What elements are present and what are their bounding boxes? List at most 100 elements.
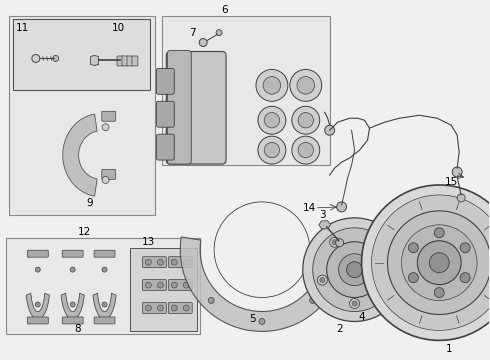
Circle shape [146,259,151,265]
Polygon shape [63,114,97,196]
Circle shape [346,262,363,278]
FancyBboxPatch shape [156,134,174,160]
Circle shape [429,253,449,273]
Circle shape [298,143,314,158]
Circle shape [313,228,396,311]
FancyBboxPatch shape [117,56,123,66]
Circle shape [325,125,335,135]
Bar [130,248,197,332]
FancyBboxPatch shape [168,257,192,268]
Circle shape [417,241,461,285]
Circle shape [310,297,316,303]
Circle shape [292,136,319,164]
Text: 15: 15 [444,177,458,187]
Circle shape [70,302,75,307]
FancyBboxPatch shape [143,257,166,268]
Circle shape [157,305,163,311]
FancyBboxPatch shape [156,68,174,94]
Text: 2: 2 [336,324,343,334]
Circle shape [330,237,340,247]
Circle shape [298,113,314,128]
Circle shape [460,273,470,283]
Circle shape [35,302,40,307]
FancyBboxPatch shape [62,317,83,324]
Polygon shape [93,293,116,319]
Circle shape [369,237,379,247]
Circle shape [460,243,470,253]
Circle shape [264,143,280,158]
Circle shape [264,113,280,128]
Text: 12: 12 [78,227,91,237]
Circle shape [199,39,207,46]
FancyBboxPatch shape [132,56,138,66]
Circle shape [327,242,383,298]
Circle shape [216,30,222,36]
Text: 1: 1 [446,345,453,354]
Circle shape [332,240,337,245]
Circle shape [35,267,40,272]
FancyBboxPatch shape [27,317,48,324]
FancyBboxPatch shape [168,302,192,314]
FancyBboxPatch shape [143,280,166,291]
FancyBboxPatch shape [122,56,128,66]
Bar [9,15,155,215]
Text: 10: 10 [112,23,125,33]
Circle shape [457,194,465,202]
Circle shape [208,297,214,303]
Circle shape [146,282,151,288]
Circle shape [292,106,319,134]
Bar [13,19,150,90]
Circle shape [290,69,322,101]
FancyBboxPatch shape [102,170,116,179]
Circle shape [32,54,40,62]
FancyBboxPatch shape [167,50,191,164]
Polygon shape [91,55,98,66]
Text: 6: 6 [221,5,227,15]
Polygon shape [180,237,343,332]
FancyBboxPatch shape [168,280,192,291]
Circle shape [434,228,444,238]
Circle shape [259,319,265,324]
Bar [6,238,200,334]
Circle shape [372,240,377,245]
Circle shape [146,305,151,311]
Text: 13: 13 [142,237,155,247]
Bar [162,15,330,165]
Circle shape [336,239,343,247]
Circle shape [320,278,325,283]
Circle shape [102,267,107,272]
FancyBboxPatch shape [143,302,166,314]
Circle shape [172,305,177,311]
Circle shape [214,202,310,298]
Circle shape [70,267,75,272]
Circle shape [102,176,109,184]
Polygon shape [61,293,84,319]
Circle shape [388,211,490,315]
Text: 8: 8 [74,324,81,334]
Circle shape [382,275,392,285]
Polygon shape [318,221,331,229]
Circle shape [183,259,189,265]
Circle shape [102,124,109,131]
Circle shape [297,77,315,94]
Circle shape [258,136,286,164]
Text: 3: 3 [319,210,326,220]
Circle shape [339,254,370,285]
FancyBboxPatch shape [166,51,226,164]
Text: 4: 4 [358,312,365,323]
Circle shape [53,55,59,62]
Circle shape [183,305,189,311]
Circle shape [349,298,360,309]
FancyBboxPatch shape [94,250,115,257]
Circle shape [318,275,327,285]
Circle shape [183,282,189,288]
Circle shape [172,282,177,288]
FancyBboxPatch shape [102,111,116,121]
FancyBboxPatch shape [156,101,174,127]
Circle shape [157,282,163,288]
Text: 7: 7 [189,28,196,37]
Circle shape [401,225,477,301]
Circle shape [434,288,444,298]
Circle shape [256,69,288,101]
Circle shape [408,273,418,283]
